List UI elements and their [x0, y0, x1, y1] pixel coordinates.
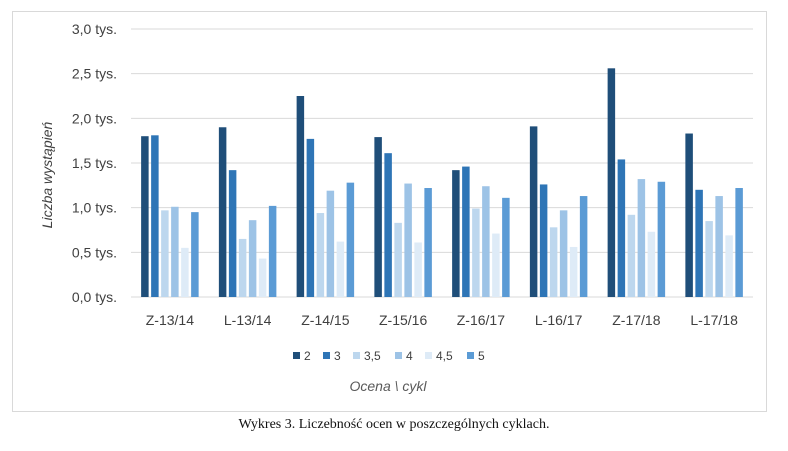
bar	[569, 246, 578, 297]
bar	[657, 181, 666, 297]
bar	[492, 233, 500, 297]
bar	[579, 196, 588, 297]
bar	[637, 179, 646, 297]
bar-chart: 0,0 tys. 0,5 tys. 1,0 tys. 1,5 tys. 2,0 tys.…	[39, 21, 753, 394]
bar	[735, 188, 743, 297]
y-tick-label: 0,0 tys.	[72, 289, 117, 305]
legend-label: 4,5	[436, 349, 453, 363]
bar	[452, 170, 460, 297]
x-tick-label: Z-15/16	[379, 312, 427, 328]
legend-swatch	[323, 352, 330, 359]
bar	[191, 212, 199, 297]
x-tick-label: Z-13/14	[146, 312, 194, 328]
bar	[316, 213, 325, 297]
bar	[218, 127, 227, 298]
bar	[394, 222, 402, 297]
bar	[181, 247, 189, 297]
bar	[725, 235, 733, 297]
bar	[607, 68, 616, 297]
bar	[306, 138, 315, 297]
legend-swatch	[293, 352, 300, 359]
x-axis-ticks: Z-13/14 L-13/14 Z-14/15 Z-15/16 Z-16/17 L-16/…	[146, 312, 738, 328]
bar	[647, 231, 656, 297]
bar	[404, 183, 412, 297]
legend-swatch	[425, 352, 432, 359]
y-axis-title: Liczba wystąpień	[39, 121, 55, 228]
bar	[268, 205, 277, 297]
y-tick-label: 1,5 tys.	[72, 155, 117, 171]
legend-swatch	[395, 352, 402, 359]
y-axis-ticks: 0,0 tys. 0,5 tys. 1,0 tys. 1,5 tys. 2,0 tys.…	[72, 21, 117, 305]
bar	[627, 214, 636, 297]
bar	[346, 182, 355, 297]
x-tick-label: L-16/17	[535, 312, 583, 328]
bar	[472, 208, 480, 297]
bar	[617, 159, 626, 297]
chart-frame: 0,0 tys. 0,5 tys. 1,0 tys. 1,5 tys. 2,0 tys.…	[12, 11, 767, 412]
bar	[141, 136, 149, 297]
bar	[414, 242, 422, 297]
x-axis-title: Ocena \ cykl	[349, 378, 427, 394]
bar	[326, 190, 335, 297]
bar	[715, 196, 723, 297]
bar	[384, 153, 392, 297]
bar	[695, 189, 703, 297]
bar	[336, 241, 345, 297]
y-tick-label: 2,0 tys.	[72, 110, 117, 126]
y-tick-label: 1,0 tys.	[72, 200, 117, 216]
bar	[296, 96, 305, 297]
bar	[529, 126, 538, 297]
x-tick-label: Z-17/18	[612, 312, 660, 328]
bar	[539, 184, 548, 297]
bar	[248, 220, 257, 297]
bar	[685, 133, 693, 297]
y-tick-label: 3,0 tys.	[72, 21, 117, 37]
legend-label: 3	[334, 349, 341, 363]
bar	[424, 188, 432, 297]
bar	[228, 170, 237, 297]
legend-swatch	[467, 352, 474, 359]
legend: 2 3 3,5 4 4,5 5	[293, 349, 485, 363]
figure-caption: Wykres 3. Liczebność ocen w poszczególny…	[238, 417, 550, 432]
legend-label: 4	[406, 349, 413, 363]
x-tick-label: L-17/18	[690, 312, 738, 328]
bars	[141, 68, 743, 298]
x-tick-label: L-13/14	[224, 312, 272, 328]
legend-swatch	[353, 352, 360, 359]
bar	[462, 166, 470, 297]
bar	[238, 238, 247, 297]
bar	[151, 135, 159, 297]
x-tick-label: Z-16/17	[457, 312, 505, 328]
legend-label: 5	[478, 349, 485, 363]
bar	[171, 206, 179, 297]
y-tick-label: 2,5 tys.	[72, 66, 117, 82]
bar	[161, 210, 169, 297]
bar	[559, 210, 568, 297]
bar	[482, 186, 490, 297]
y-tick-label: 0,5 tys.	[72, 244, 117, 260]
bar	[705, 221, 713, 297]
bar	[502, 197, 510, 297]
bar	[258, 258, 267, 297]
x-tick-label: Z-14/15	[301, 312, 349, 328]
bar	[549, 227, 558, 297]
legend-label: 2	[304, 349, 311, 363]
legend-label: 3,5	[364, 349, 381, 363]
bar	[374, 137, 382, 297]
